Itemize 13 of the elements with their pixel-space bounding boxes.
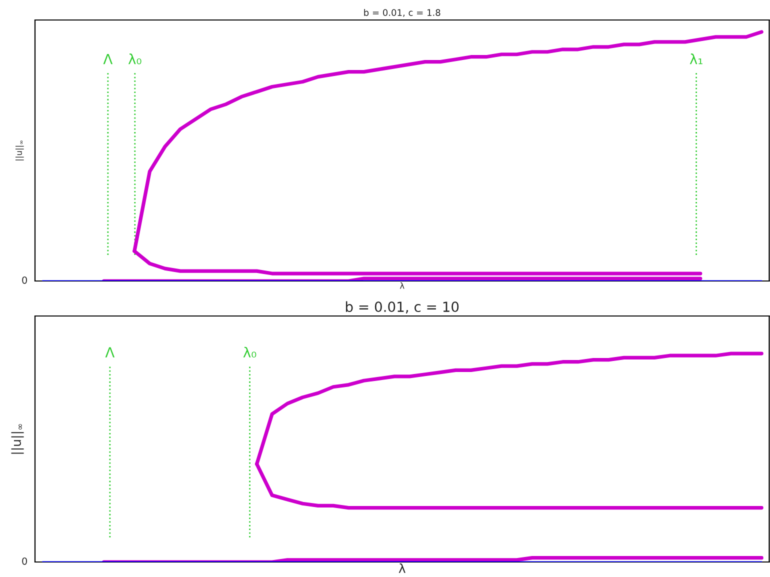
y-axis-title: ||u||$_{∞}$ xyxy=(15,140,24,160)
text: 0 xyxy=(22,557,28,565)
annotation: λ₁ xyxy=(690,54,702,64)
annotation: Λ xyxy=(103,54,113,64)
chart-title: b = 0.01, c = 1.8 xyxy=(364,8,440,17)
annotation: Λ xyxy=(105,347,115,358)
y-axis-title: ||u||$_{∞}$ xyxy=(11,424,24,454)
x-axis-title: λ xyxy=(400,282,404,289)
annotation: λ₀ xyxy=(128,54,142,64)
annotation: λ₀ xyxy=(243,346,256,358)
text: 0 xyxy=(22,276,28,284)
chart-title: b = 0.01, c = 10 xyxy=(346,301,459,314)
x-axis-title: λ xyxy=(398,563,406,573)
